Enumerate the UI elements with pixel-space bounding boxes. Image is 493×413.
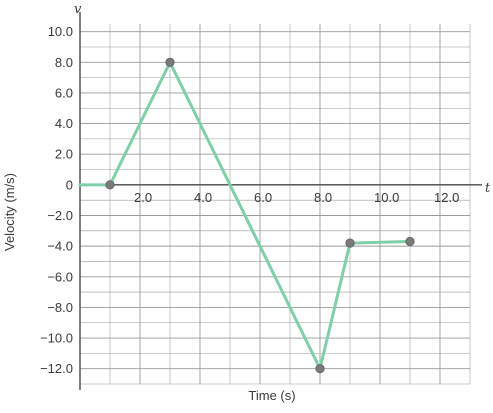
- y-tick-label: −10.0: [40, 331, 73, 346]
- y-tick-label: 6.0: [55, 85, 73, 100]
- axes: [79, 12, 482, 390]
- x-tick-label: 4.0: [194, 190, 212, 205]
- y-tick-label: 8.0: [55, 55, 73, 70]
- y-tick-label: −2.0: [47, 208, 73, 223]
- data-point: [105, 180, 115, 190]
- data-point: [165, 57, 175, 67]
- x-tick-label: 12.0: [434, 190, 459, 205]
- data-point: [315, 364, 325, 374]
- grid: [79, 24, 471, 385]
- y-tick-label: 0: [66, 177, 73, 192]
- y-tick-label: 10.0: [48, 24, 73, 39]
- data-point: [405, 236, 415, 247]
- x-tick-label: 10.0: [374, 190, 399, 205]
- x-tick-label: 8.0: [314, 190, 332, 205]
- x-axis-label: Time (s): [248, 388, 295, 403]
- y-axis-label: Velocity (m/s): [2, 173, 17, 251]
- velocity-line: [78, 60, 412, 371]
- y-tick-label: 4.0: [55, 116, 73, 131]
- y-tick-label: −12.0: [40, 361, 73, 376]
- tick-labels: 10.0 8.0 6.0 4.0 2.0 0 −2.0 −4.0 −6.0 −8.0 −10.0 −1…: [40, 24, 459, 376]
- y-tick-label: −6.0: [47, 269, 73, 284]
- y-tick-label: 2.0: [55, 147, 73, 162]
- y-tick-label: −4.0: [47, 239, 73, 254]
- x-axis-letter: t: [485, 181, 491, 196]
- series: [78, 57, 415, 374]
- y-tick-label: −8.0: [47, 300, 73, 315]
- x-tick-label: 6.0: [254, 190, 272, 205]
- data-point: [345, 238, 355, 248]
- x-tick-label: 2.0: [134, 190, 152, 205]
- y-axis-letter: v: [74, 2, 82, 17]
